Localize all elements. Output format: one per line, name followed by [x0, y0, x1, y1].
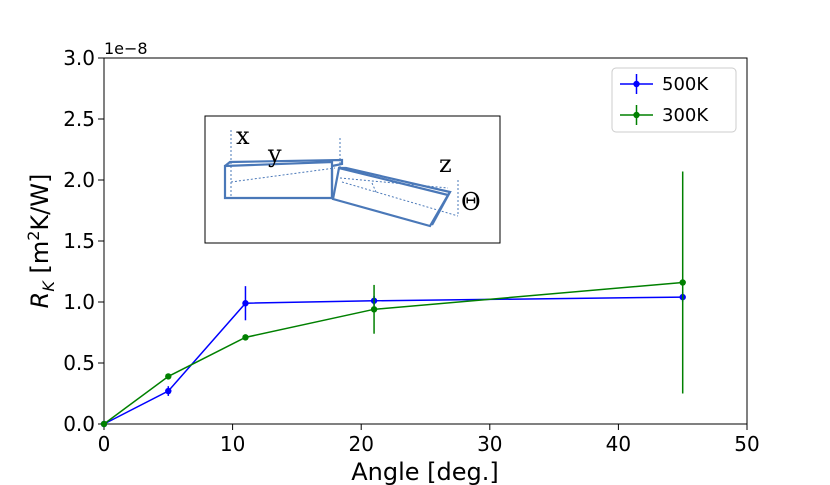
inset-label-theta: Θ	[461, 188, 481, 216]
y-tick-label: 1.0	[63, 290, 95, 314]
legend-label: 300K	[662, 105, 709, 126]
inset-label-x: x	[236, 122, 250, 150]
legend-entry: 300K	[620, 105, 709, 126]
x-tick-label: 20	[348, 432, 373, 456]
inset-label-z: z	[439, 150, 452, 178]
legend-marker	[633, 80, 640, 88]
inset-axes	[230, 130, 459, 217]
right-block	[331, 166, 452, 228]
y-axis-label-unit-pre: [m	[26, 241, 54, 281]
x-tick-label: 40	[606, 432, 631, 456]
x-tick-label: 10	[220, 432, 245, 456]
y-axis-ticks: 0.0 0.5 1.0 1.5 2.0 2.5 3.0	[63, 46, 104, 436]
y-tick-label: 2.5	[63, 107, 95, 131]
data-point	[100, 420, 108, 428]
legend-marker	[633, 111, 640, 119]
legend-label: 500K	[662, 74, 709, 95]
x-tick-label: 50	[734, 432, 759, 456]
y-tick-label: 0.0	[63, 412, 95, 436]
inset-diagram: x y z Θ	[204, 115, 501, 244]
series-300K	[100, 171, 686, 428]
x-tick-label: 0	[98, 432, 111, 456]
x-axis-ticks: 0 10 20 30 40 50	[98, 424, 760, 456]
y-axis-label-sub: K	[39, 280, 58, 292]
y-axis-label-main: R	[26, 292, 54, 309]
series-line	[103, 296, 683, 425]
y-offset-text: 1e−8	[104, 39, 148, 58]
data-point	[165, 387, 172, 395]
y-tick-label: 0.5	[63, 351, 95, 375]
y-axis-label: RK [m2K/W]	[24, 174, 58, 309]
data-point	[370, 306, 378, 313]
legend-entry: 500K	[620, 74, 709, 95]
series-line	[103, 281, 683, 425]
series-layer	[100, 171, 686, 428]
y-tick-label: 3.0	[63, 46, 95, 70]
data-point	[242, 300, 249, 307]
y-tick-label: 1.5	[63, 229, 95, 253]
y-axis-label-unit-post: K/W]	[26, 174, 54, 231]
inset-label-y: y	[267, 140, 282, 168]
y-axis-label-unit-sup: 2	[24, 231, 43, 241]
y-tick-label: 2.0	[63, 168, 95, 192]
data-point	[679, 279, 686, 286]
x-axis-label: Angle [deg.]	[351, 458, 499, 485]
left-block	[223, 158, 344, 200]
legend: 500K 300K	[611, 67, 737, 133]
x-tick-label: 30	[477, 432, 502, 456]
data-point	[242, 334, 249, 341]
data-point	[165, 373, 172, 380]
